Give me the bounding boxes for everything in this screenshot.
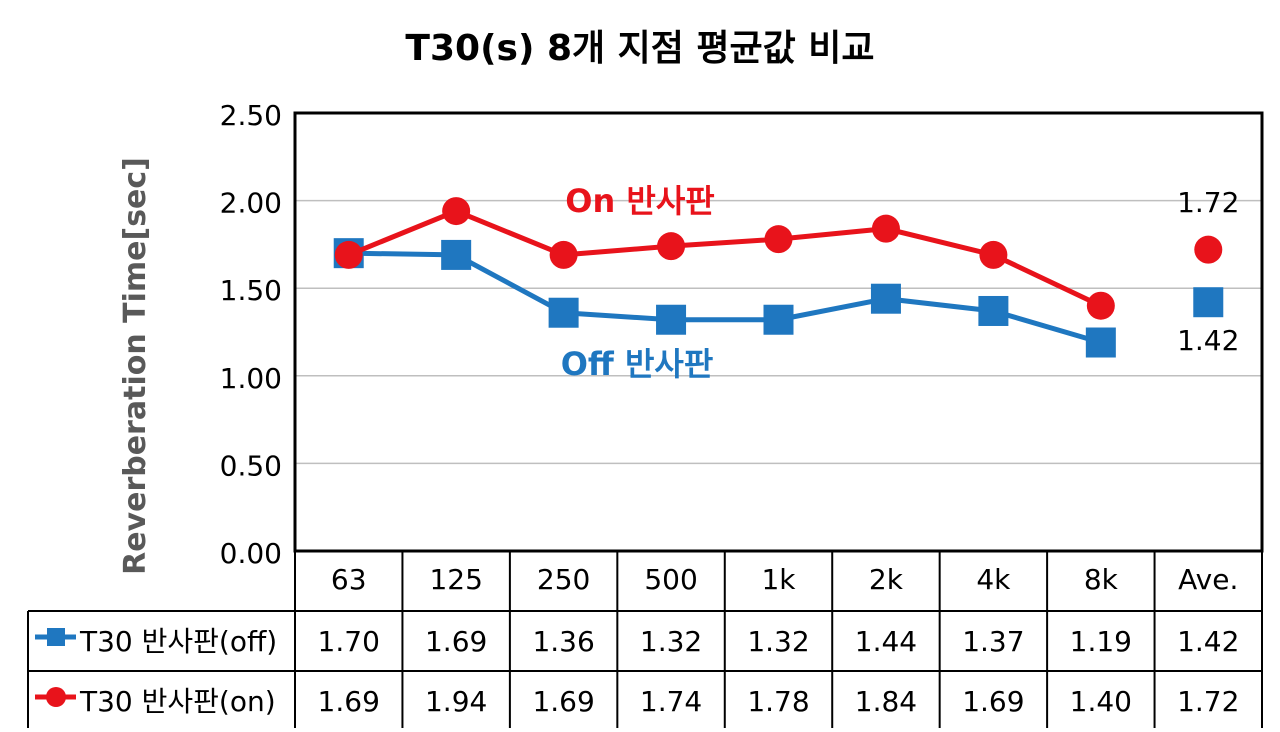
table-value: 1.69 <box>962 685 1024 718</box>
data-point <box>548 297 579 328</box>
data-point <box>442 197 471 226</box>
x-tick-label: 4k <box>976 563 1011 596</box>
data-label: 1.42 <box>1177 324 1239 357</box>
y-tick-label: 0.00 <box>220 537 282 570</box>
table-value: 1.84 <box>855 685 917 718</box>
y-tick-label: 2.00 <box>220 187 282 220</box>
x-tick-label: 1k <box>761 563 796 596</box>
table-value: 1.42 <box>1177 625 1239 658</box>
data-point <box>979 240 1008 269</box>
legend-label: T30 반사판(off) <box>79 625 277 658</box>
x-tick-label: 250 <box>537 563 590 596</box>
table-value: 1.74 <box>640 685 702 718</box>
annotation-on: On 반사판 <box>565 182 714 220</box>
data-point <box>978 295 1009 326</box>
table-value: 1.94 <box>425 685 487 718</box>
series-line <box>347 208 1102 308</box>
data-point <box>656 304 687 335</box>
table-value: 1.70 <box>318 625 380 658</box>
data-point <box>657 232 686 261</box>
x-tick-label: 63 <box>331 563 367 596</box>
table-value: 1.36 <box>532 625 594 658</box>
table-value: 1.69 <box>532 685 594 718</box>
table-value: 1.69 <box>318 685 380 718</box>
table-value: 1.44 <box>855 625 917 658</box>
legend-key-marker <box>47 628 65 646</box>
data-point <box>870 283 901 314</box>
y-tick-label: 2.50 <box>220 99 282 132</box>
data-point <box>764 225 793 254</box>
table-value: 1.19 <box>1070 625 1132 658</box>
data-point <box>441 239 472 270</box>
x-tick-label: 500 <box>644 563 697 596</box>
data-point <box>334 240 363 269</box>
table-value: 1.32 <box>640 625 702 658</box>
legend-key-marker <box>46 687 66 707</box>
data-point <box>1086 291 1115 320</box>
series-line <box>348 250 1102 345</box>
table-value: 1.69 <box>425 625 487 658</box>
table-value: 1.72 <box>1177 685 1239 718</box>
y-tick-label: 1.00 <box>220 362 282 395</box>
series-2 <box>334 197 1223 320</box>
table-value: 1.78 <box>747 685 809 718</box>
table-value: 1.32 <box>747 625 809 658</box>
y-tick-label: 0.50 <box>220 449 282 482</box>
data-point <box>871 214 900 243</box>
data-point <box>1194 235 1223 264</box>
data-point <box>763 304 794 335</box>
x-tick-label: Ave. <box>1178 563 1238 596</box>
data-point <box>1193 287 1224 318</box>
y-axis-label: Reverberation Time[sec] <box>118 157 153 575</box>
data-table: 63 125 250 500 1k 2k 4k 8k Ave. T30 반사판(off) 1.70 1… <box>27 550 1263 732</box>
data-label: 1.72 <box>1177 186 1239 219</box>
data-point <box>1085 327 1116 358</box>
chart-title: T30(s) 8개 지점 평균값 비교 <box>405 28 874 69</box>
x-tick-label: 2k <box>869 563 904 596</box>
data-point <box>549 240 578 269</box>
table-value: 1.40 <box>1070 685 1132 718</box>
table-value: 1.37 <box>962 625 1024 658</box>
x-tick-label: 8k <box>1084 563 1119 596</box>
legend-label: T30 반사판(on) <box>79 685 276 718</box>
x-tick-label: 125 <box>429 563 482 596</box>
annotation-off: Off 반사판 <box>561 345 714 383</box>
y-tick-label: 1.50 <box>220 274 282 307</box>
